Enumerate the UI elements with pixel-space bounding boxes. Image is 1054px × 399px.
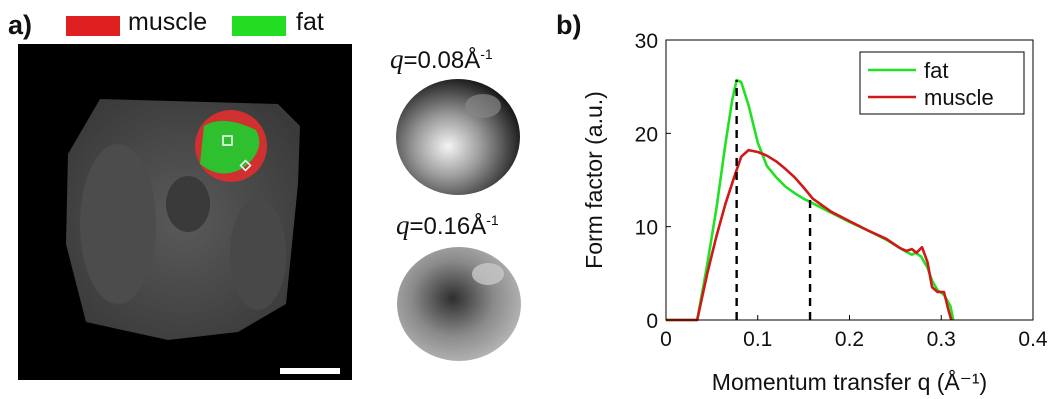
- x-tick-label: 0: [660, 328, 672, 351]
- y-axis-label: Form factor (a.u.): [581, 91, 607, 269]
- x-tick-label: 0.2: [835, 328, 864, 351]
- roi-marker-diamond: [239, 159, 252, 172]
- panel-a-label: a): [8, 10, 33, 40]
- legend-swatch-muscle: [66, 16, 120, 36]
- legend-label-muscle: muscle: [128, 8, 208, 36]
- y-tick-label: 10: [635, 217, 658, 240]
- x-axis-label: Momentum transfer q (Å⁻¹): [712, 368, 987, 395]
- x-tick-label: 0.3: [927, 328, 956, 351]
- roi-marker-square: [222, 135, 233, 146]
- chart-legend-box: [859, 51, 1025, 115]
- chart-legend-label-fat: fat: [924, 58, 948, 83]
- thumbnail-label-q016: q=0.16Å-1: [396, 210, 499, 240]
- ct-structure-left: [80, 144, 156, 304]
- ct-image: [18, 44, 352, 380]
- diffraction-thumbnail-q008: [396, 79, 520, 195]
- panel-b-label: b): [556, 10, 582, 40]
- thumbnail-label-q008: q=0.08Å-1: [390, 44, 493, 74]
- legend-swatch-fat: [232, 16, 286, 36]
- x-tick-label: 0.4: [1018, 328, 1048, 351]
- series-line-muscle: [666, 148, 953, 322]
- ct-structure-right: [230, 198, 286, 310]
- x-tick-label: 0.1: [743, 328, 772, 351]
- y-tick-label: 0: [646, 310, 658, 333]
- scale-bar: [280, 368, 340, 374]
- legend-label-fat: fat: [296, 8, 324, 36]
- chart-legend-label-muscle: muscle: [924, 85, 994, 110]
- roi-fat-region: [200, 120, 260, 174]
- ct-structure-center: [166, 176, 210, 232]
- diffraction-thumbnail-q016: [397, 247, 521, 361]
- y-tick-label: 30: [635, 30, 658, 53]
- y-tick-label: 20: [635, 123, 658, 146]
